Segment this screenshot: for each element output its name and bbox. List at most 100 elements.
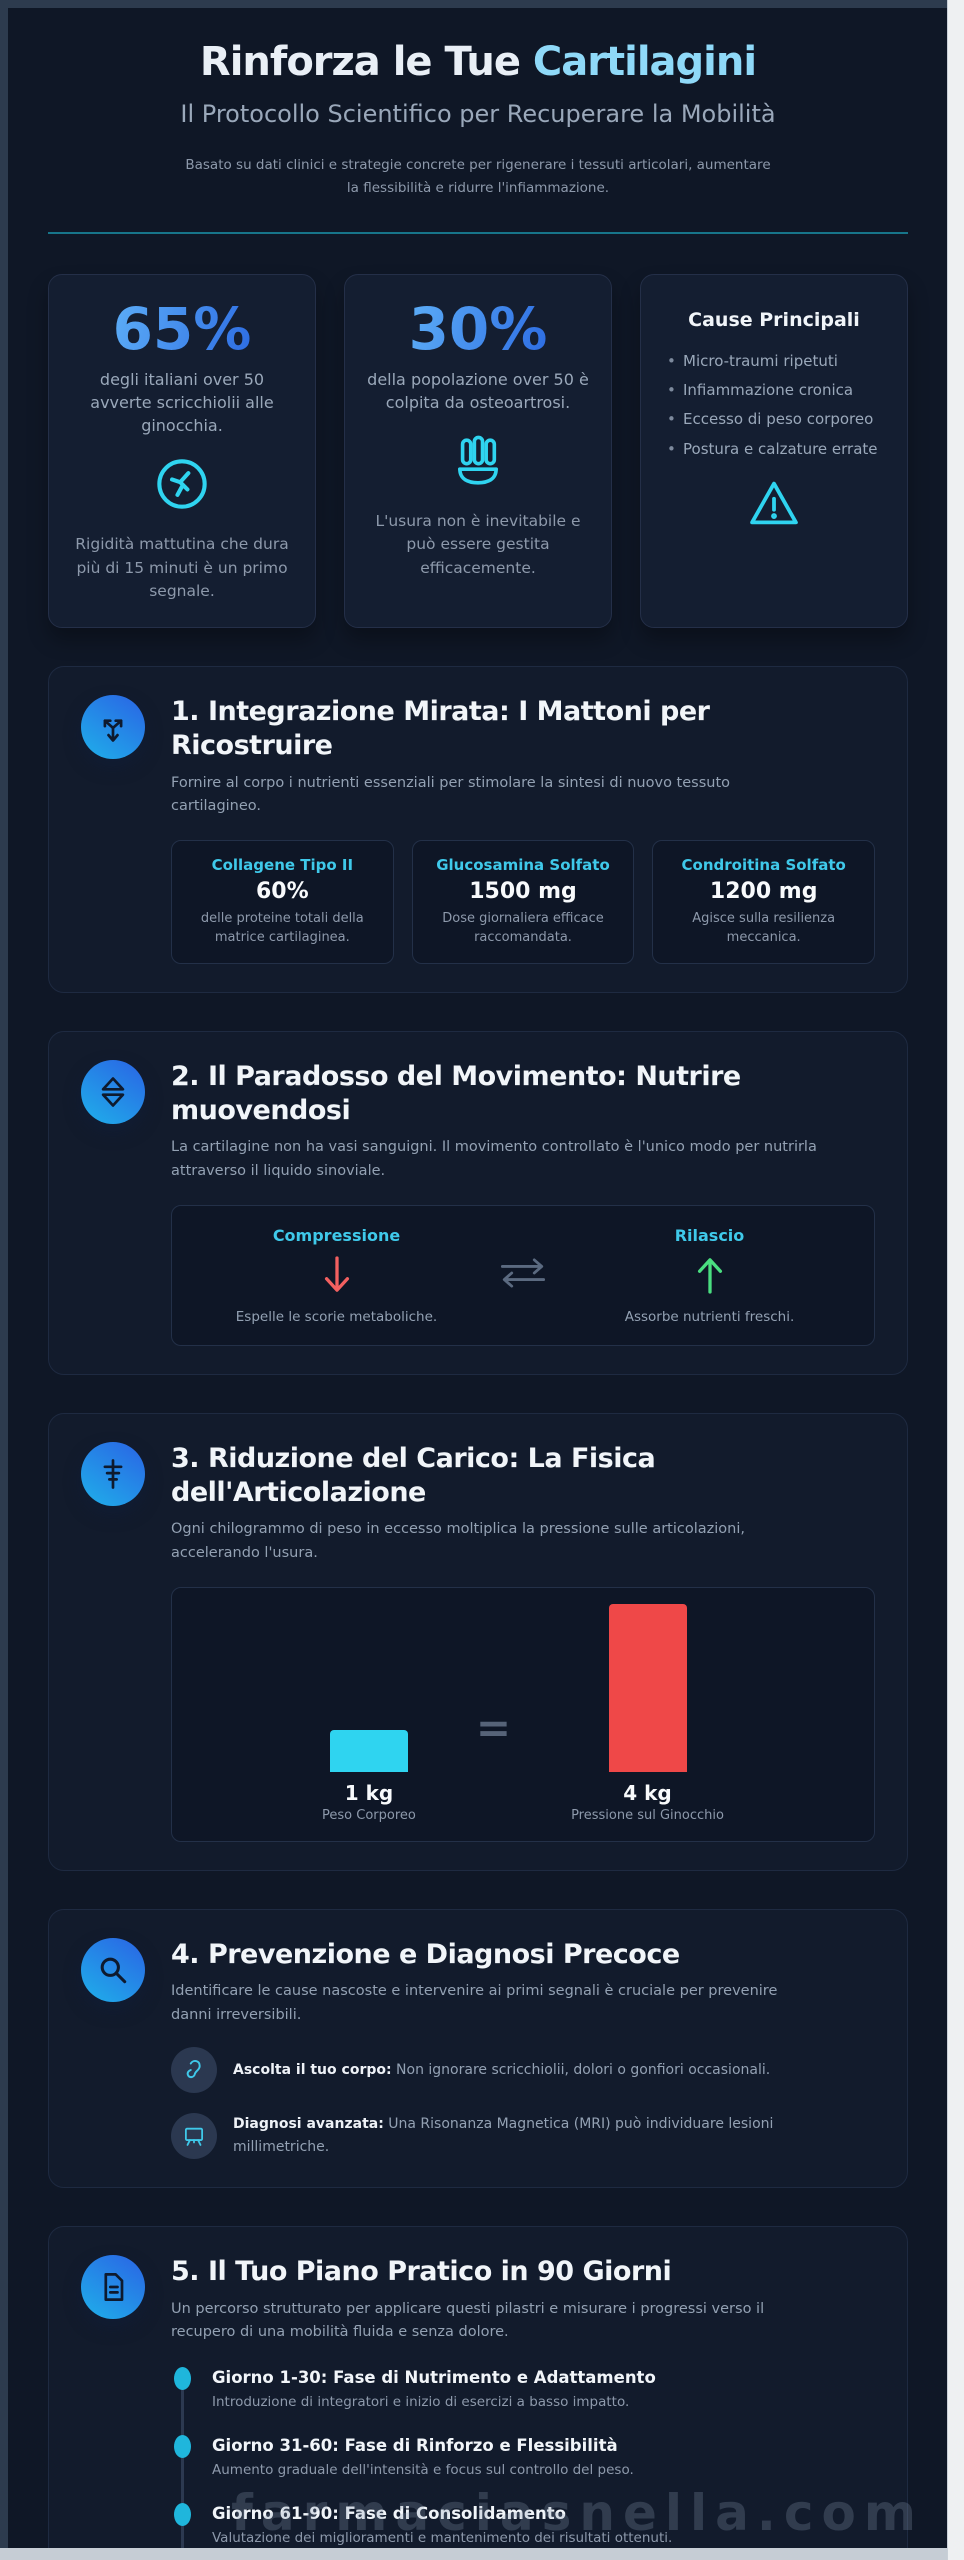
page-title-accent: Cartilagini: [532, 39, 757, 85]
up-arrow-icon: [563, 1253, 856, 1301]
warning-triangle-icon: [659, 478, 889, 532]
cause-item: Eccesso di peso corporeo: [665, 405, 889, 435]
pressure-bar-category: Pressione sul Ginocchio: [571, 1807, 724, 1823]
section-title: 1. Integrazione Mirata: I Mattoni per Ri…: [171, 696, 710, 761]
stat-card-osteoarthritis: 30% della popolazione over 50 è colpita …: [344, 273, 612, 629]
nutrient-value: 60%: [256, 878, 309, 904]
section-desc: La cartilagine non ha vasi sanguigni. Il…: [171, 1139, 817, 1179]
content-column: Rinforza le Tue Cartilagini Il Protocoll…: [48, 8, 908, 2548]
page-canvas: Rinforza le Tue Cartilagini Il Protocoll…: [8, 8, 948, 2548]
timeline-dot: [174, 2366, 191, 2390]
section-title: 5. Il Tuo Piano Pratico in 90 Giorni: [171, 2255, 672, 2287]
section-title: 4. Prevenzione e Diagnosi Precoce: [171, 1938, 680, 1970]
nutrient-desc: Dose giornaliera efficace raccomandata.: [442, 910, 604, 946]
pressure-bar-label: 4 kg: [623, 1780, 672, 1805]
stat-desc: degli italiani over 50 avverte scricchio…: [90, 369, 274, 436]
nutrient-title: Collagene Tipo II: [211, 855, 354, 874]
bar-group-weight: 1 kg Peso Corporeo: [322, 1729, 416, 1823]
stat-value: 30%: [363, 298, 593, 360]
cause-item: Micro-traumi ripetuti: [665, 347, 889, 377]
section-desc: Un percorso strutturato per applicare qu…: [171, 2300, 765, 2340]
stat-note: Rigidità mattutina che dura più di 15 mi…: [75, 535, 289, 600]
timeline-item-phase2: Giorno 31-60: Fase di Rinforzo e Flessib…: [174, 2435, 875, 2504]
compression-title: Compressione: [272, 1225, 401, 1245]
causes-title: Cause Principali: [688, 308, 860, 331]
plan-timeline: Giorno 1-30: Fase di Nutrimento e Adatta…: [174, 2366, 875, 2548]
section-head: 4. Prevenzione e Diagnosi Precoce Identi…: [81, 1937, 875, 2027]
pressure-bar: [608, 1603, 687, 1772]
page-title: Rinforza le Tue Cartilagini: [48, 38, 908, 86]
swap-arrows-icon: [483, 1252, 563, 1298]
tip-advanced-diagnosis: Diagnosi avanzata: Una Risonanza Magneti…: [171, 2112, 851, 2159]
section-title: 2. Il Paradosso del Movimento: Nutrire m…: [171, 1060, 741, 1126]
horizontal-scrollbar[interactable]: [0, 2548, 948, 2560]
section-desc: Ogni chilogrammo di peso in eccesso molt…: [171, 1521, 745, 1561]
section-plan-90-days: 5. Il Tuo Piano Pratico in 90 Giorni Un …: [48, 2225, 908, 2548]
nutrient-card-glucosamine: Glucosamina Solfato 1500 mg Dose giornal…: [411, 839, 635, 964]
section-head: 2. Il Paradosso del Movimento: Nutrire m…: [81, 1059, 875, 1183]
tip-bold: Ascolta il tuo corpo:: [233, 2061, 392, 2078]
header-divider: [48, 231, 908, 234]
weight-scale-icon: [81, 1441, 145, 1506]
pressure-chart: 1 kg Peso Corporeo = 4 kg Pressione sul …: [171, 1586, 875, 1842]
nutrient-value: 1500 mg: [469, 878, 577, 904]
weight-bar-label: 1 kg: [344, 1780, 394, 1805]
page-intro: Basato su dati clinici e strategie concr…: [185, 157, 771, 196]
nutrient-card-collagen: Collagene Tipo II 60% delle proteine tot…: [171, 839, 394, 964]
knee-circle-icon: [67, 455, 297, 517]
page-title-main: Rinforza le Tue: [199, 39, 521, 85]
compression-column: Compressione Espelle le scorie metabolic…: [190, 1226, 483, 1325]
nutrient-desc: Agisce sulla resilienza meccanica.: [692, 910, 836, 946]
release-desc: Assorbe nutrienti freschi.: [624, 1308, 795, 1325]
timeline-title: Giorno 1-30: Fase di Nutrimento e Adatta…: [212, 2367, 656, 2387]
nutrient-desc: delle proteine totali della matrice cart…: [200, 910, 364, 946]
joint-icon: [363, 432, 593, 494]
watermark: farmaciasnella.com: [231, 2484, 924, 2542]
timeline-desc: Introduzione di integratori e inizio di …: [212, 2393, 630, 2410]
bar-group-pressure: 4 kg Pressione sul Ginocchio: [571, 1603, 724, 1823]
compression-desc: Espelle le scorie metaboliche.: [235, 1308, 438, 1325]
stat-desc: della popolazione over 50 è colpita da o…: [367, 369, 589, 412]
section-head-text: 3. Riduzione del Carico: La Fisica dell'…: [171, 1442, 821, 1565]
section-head: 3. Riduzione del Carico: La Fisica dell'…: [81, 1441, 875, 1565]
cause-item: Postura e calzature errate: [665, 435, 889, 465]
equals-sign: =: [475, 1702, 512, 1752]
cause-item: Infiammazione cronica: [665, 376, 889, 406]
tip-body: Non ignorare scricchiolii, dolori o gonf…: [396, 2061, 771, 2078]
timeline-item-phase3: Giorno 61-90: Fase di Consolidamento Val…: [174, 2503, 875, 2548]
diamond-arrows-icon: [81, 1059, 145, 1124]
tip-listen-body: Ascolta il tuo corpo: Non ignorare scric…: [171, 2046, 851, 2093]
molecule-branch-icon: [81, 695, 145, 760]
timeline-dot: [174, 2503, 191, 2527]
tip-text: Diagnosi avanzata: Una Risonanza Magneti…: [233, 2113, 851, 2158]
section-head-text: 1. Integrazione Mirata: I Mattoni per Ri…: [171, 695, 821, 818]
section-integration: 1. Integrazione Mirata: I Mattoni per Ri…: [48, 666, 908, 993]
weight-bar: [329, 1729, 408, 1772]
compression-release-panel: Compressione Espelle le scorie metabolic…: [171, 1204, 875, 1346]
nutrient-cards: Collagene Tipo II 60% delle proteine tot…: [171, 839, 876, 964]
tip-body: Una Risonanza Magnetica (MRI) può indivi…: [233, 2116, 774, 2155]
document-icon: [81, 2254, 145, 2319]
section-desc: Identificare le cause nascoste e interve…: [171, 1983, 778, 2023]
stat-card-causes: Cause Principali Micro-traumi ripetuti I…: [640, 273, 908, 629]
nutrient-value: 1200 mg: [709, 878, 818, 904]
nutrient-title: Glucosamina Solfato: [436, 855, 610, 874]
vertical-scrollbar[interactable]: [947, 0, 964, 2560]
causes-list: Micro-traumi ripetuti Infiammazione cron…: [659, 347, 889, 464]
release-title: Rilascio: [674, 1225, 745, 1245]
timeline-title: Giorno 61-90: Fase di Consolidamento: [212, 2504, 566, 2524]
release-column: Rilascio Assorbe nutrienti freschi.: [563, 1226, 856, 1325]
section-head-text: 4. Prevenzione e Diagnosi Precoce Identi…: [171, 1938, 821, 2027]
timeline-desc: Valutazione dei miglioramenti e mantenim…: [212, 2530, 673, 2547]
section-desc: Fornire al corpo i nutrienti essenziali …: [171, 774, 731, 814]
timeline-title: Giorno 31-60: Fase di Rinforzo e Flessib…: [212, 2436, 618, 2456]
stat-value: 65%: [67, 298, 297, 360]
timeline-dot: [174, 2435, 191, 2459]
tip-bold: Diagnosi avanzata:: [233, 2116, 384, 2133]
timeline-item-phase1: Giorno 1-30: Fase di Nutrimento e Adatta…: [174, 2366, 875, 2436]
mri-monitor-icon: [171, 2112, 217, 2159]
stats-row: 65% degli italiani over 50 avverte scric…: [48, 273, 908, 629]
ear-icon: [171, 2046, 217, 2093]
timeline-desc: Aumento graduale dell'intensità e focus …: [212, 2462, 634, 2479]
